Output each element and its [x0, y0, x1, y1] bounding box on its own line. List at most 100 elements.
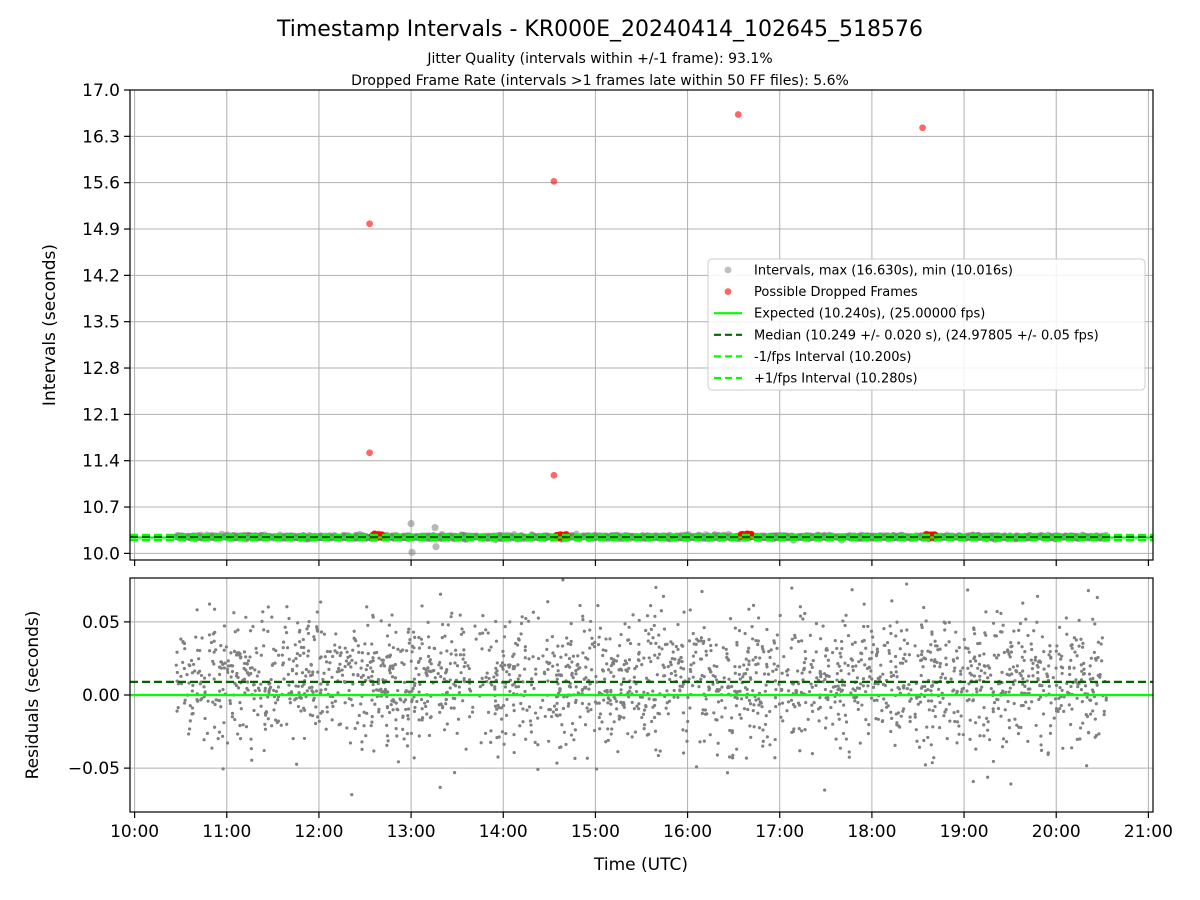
residuals-point	[387, 710, 392, 715]
residuals-point	[554, 707, 559, 712]
residuals-point	[688, 706, 692, 710]
residuals-point	[1043, 573, 1046, 576]
residuals-point	[523, 689, 527, 694]
residuals-point	[627, 638, 631, 642]
residuals-point	[444, 697, 448, 701]
residuals-point	[609, 664, 613, 668]
residuals-point	[412, 677, 417, 681]
residuals-point	[975, 690, 979, 694]
legend-entry: Expected (10.240s), (25.00000 fps)	[714, 307, 985, 322]
residuals-point	[919, 673, 923, 678]
residuals-point	[1079, 688, 1084, 692]
residuals-point	[772, 639, 776, 643]
residuals-point	[899, 714, 903, 718]
legend-entry: Possible Dropped Frames	[724, 285, 918, 300]
legend-label: Median (10.249 +/- 0.020 s), (24.97805 +…	[754, 328, 1099, 343]
residuals-point	[325, 660, 329, 664]
residuals-point	[905, 641, 910, 646]
residuals-point	[1068, 672, 1072, 677]
residuals-point	[339, 651, 343, 655]
residuals-point	[803, 611, 807, 616]
residuals-point	[1097, 732, 1101, 736]
residuals-point	[420, 707, 424, 711]
residuals-point	[1022, 658, 1026, 663]
residuals-point	[433, 676, 437, 680]
residuals-point	[908, 719, 912, 724]
residuals-point	[836, 684, 840, 688]
residuals-point	[883, 643, 887, 648]
residuals-point	[249, 671, 253, 676]
residuals-point	[381, 678, 385, 682]
residuals-point	[559, 655, 563, 659]
residuals-point	[935, 644, 939, 648]
residuals-point	[644, 676, 649, 680]
residuals-point	[926, 699, 931, 703]
residuals-point	[909, 697, 913, 701]
residuals-point	[694, 650, 698, 654]
residuals-point	[851, 668, 855, 672]
residuals-point	[502, 742, 506, 746]
residuals-point	[640, 695, 644, 699]
residuals-point	[819, 672, 823, 676]
residuals-point	[989, 673, 993, 677]
residuals-point	[319, 630, 324, 634]
residuals-point	[249, 747, 253, 751]
residuals-point	[578, 715, 582, 719]
residuals-point	[641, 712, 646, 716]
residuals-point	[780, 671, 784, 675]
residuals-point	[462, 679, 466, 683]
residuals-point	[490, 683, 494, 687]
residuals-point	[720, 715, 724, 719]
residuals-point	[479, 741, 483, 745]
residuals-point	[773, 679, 778, 683]
residuals-point	[302, 651, 306, 655]
residuals-point	[819, 637, 823, 641]
residuals-point	[558, 687, 562, 691]
residuals-point	[988, 738, 992, 742]
residuals-point	[1093, 717, 1097, 721]
residuals-point	[387, 623, 391, 627]
residuals-point	[957, 732, 961, 736]
x-tick-label: 17:00	[755, 822, 804, 842]
residuals-point	[916, 702, 920, 706]
residuals-point	[872, 698, 877, 703]
residuals-point	[982, 723, 986, 727]
residuals-point	[1036, 670, 1040, 675]
residuals-point	[833, 700, 837, 704]
residuals-point	[698, 740, 702, 744]
residuals-point	[448, 661, 453, 666]
residuals-point	[190, 706, 195, 710]
residuals-point	[628, 685, 632, 689]
residuals-point	[707, 638, 711, 642]
x-tick-label: 19:00	[940, 822, 989, 842]
residuals-point	[796, 669, 800, 673]
residuals-point	[1077, 618, 1081, 622]
residuals-point	[751, 689, 755, 693]
residuals-point	[637, 702, 641, 706]
residuals-point	[503, 685, 508, 689]
legend-entry: -1/fps Interval (10.200s)	[714, 350, 911, 365]
residuals-point	[1057, 652, 1061, 656]
residuals-point	[847, 750, 851, 754]
residuals-point	[865, 666, 870, 671]
residuals-point	[514, 685, 518, 689]
residuals-point	[928, 650, 933, 654]
x-tick-label: 21:00	[1124, 822, 1173, 842]
residuals-point	[932, 664, 937, 668]
residuals-point	[438, 660, 442, 665]
residuals-point	[212, 677, 216, 681]
residuals-point	[449, 706, 453, 710]
residuals-point	[355, 721, 360, 725]
residuals-point	[582, 629, 586, 633]
residuals-point	[945, 737, 949, 741]
residuals-point	[373, 702, 377, 706]
residuals-point	[712, 664, 716, 668]
residuals-point	[847, 672, 851, 676]
residuals-point	[973, 721, 978, 725]
residuals-point	[680, 643, 684, 647]
residuals-point	[564, 742, 568, 747]
residuals-point	[456, 717, 461, 721]
residuals-point	[1088, 664, 1092, 668]
